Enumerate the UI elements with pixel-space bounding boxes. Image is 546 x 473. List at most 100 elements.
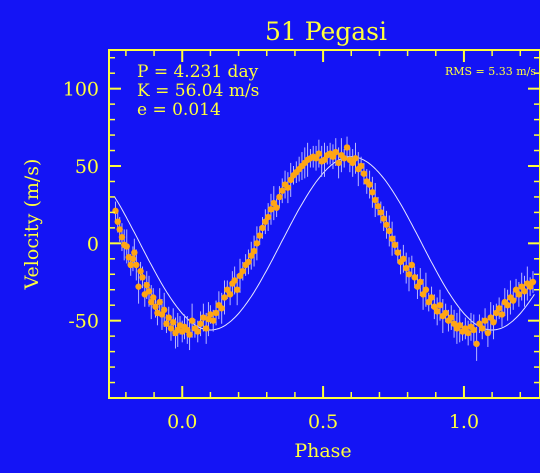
y-tick-label: -50 bbox=[68, 311, 99, 333]
data-point bbox=[197, 320, 204, 327]
data-point bbox=[133, 261, 140, 269]
data-point bbox=[411, 274, 418, 281]
data-point bbox=[493, 309, 500, 317]
y-axis-label: Velocity (m/s) bbox=[21, 159, 43, 291]
data-point bbox=[417, 278, 424, 286]
data-point bbox=[253, 240, 261, 247]
data-point bbox=[408, 261, 416, 269]
data-point bbox=[256, 232, 263, 239]
eccentricity-annotation: e = 0.014 bbox=[137, 100, 221, 120]
data-point bbox=[170, 319, 177, 326]
data-point bbox=[391, 241, 399, 249]
data-point bbox=[374, 203, 382, 210]
data-point bbox=[422, 286, 430, 293]
x-tick-label: 0.0 bbox=[167, 411, 197, 433]
fit-curve bbox=[114, 156, 535, 331]
x-tick-label: 1.0 bbox=[449, 411, 479, 433]
data-point bbox=[450, 320, 458, 327]
fit-curve-layer bbox=[114, 156, 535, 331]
data-point bbox=[245, 258, 252, 266]
data-point bbox=[479, 325, 486, 332]
data-point bbox=[210, 317, 217, 324]
data-point bbox=[163, 320, 170, 327]
data-point bbox=[332, 148, 339, 156]
data-point bbox=[383, 221, 390, 228]
data-point bbox=[270, 199, 277, 207]
data-point bbox=[518, 283, 525, 290]
data-point bbox=[118, 233, 126, 241]
data-point bbox=[137, 267, 144, 275]
data-point bbox=[315, 150, 323, 157]
data-point bbox=[321, 156, 328, 164]
data-point bbox=[442, 309, 449, 317]
data-point bbox=[366, 181, 373, 188]
data-points-layer bbox=[112, 144, 537, 348]
data-point bbox=[224, 286, 231, 293]
data-point bbox=[495, 305, 503, 312]
data-point bbox=[436, 302, 444, 309]
data-point bbox=[231, 277, 238, 284]
chart-title: 51 Pegasi bbox=[265, 17, 387, 46]
data-point bbox=[248, 252, 255, 259]
data-point bbox=[188, 317, 196, 324]
y-tick-label: 100 bbox=[63, 79, 99, 101]
data-point bbox=[481, 317, 489, 324]
data-point bbox=[504, 302, 511, 309]
data-point bbox=[341, 155, 348, 162]
data-point bbox=[464, 329, 472, 337]
data-point bbox=[372, 196, 379, 204]
data-point bbox=[490, 319, 497, 326]
data-point bbox=[221, 294, 228, 301]
data-point bbox=[116, 226, 123, 233]
x-tick-label: 0.5 bbox=[308, 411, 338, 433]
data-point bbox=[487, 314, 494, 321]
amplitude-annotation: K = 56.04 m/s bbox=[137, 81, 259, 101]
data-point bbox=[114, 218, 121, 225]
data-point bbox=[129, 255, 137, 262]
data-point bbox=[167, 325, 175, 332]
x-axis-label: Phase bbox=[294, 440, 351, 462]
data-point bbox=[143, 281, 150, 289]
data-point bbox=[236, 272, 244, 280]
rms-annotation: RMS = 5.33 m/s bbox=[445, 65, 536, 78]
data-point bbox=[218, 305, 225, 312]
data-point bbox=[186, 331, 193, 338]
data-point bbox=[386, 227, 393, 235]
data-point bbox=[414, 283, 421, 290]
data-point bbox=[369, 189, 376, 196]
data-point bbox=[349, 159, 356, 167]
axis-ticks-layer: -50 0 50 100 0.0 0.5 1.0 bbox=[63, 50, 540, 433]
data-point bbox=[202, 325, 210, 332]
data-point bbox=[264, 213, 272, 221]
data-point bbox=[405, 271, 413, 278]
data-point bbox=[473, 340, 480, 348]
data-point bbox=[267, 206, 275, 213]
data-point bbox=[335, 159, 342, 167]
data-point bbox=[226, 291, 234, 298]
data-point bbox=[343, 144, 351, 151]
data-point bbox=[448, 314, 455, 321]
plot-frame bbox=[108, 49, 540, 399]
data-point bbox=[529, 278, 537, 286]
period-annotation: P = 4.231 day bbox=[137, 62, 259, 82]
data-point bbox=[123, 243, 130, 250]
y-tick-label: 50 bbox=[75, 156, 99, 178]
data-point bbox=[152, 303, 159, 310]
data-point bbox=[512, 286, 520, 293]
data-point bbox=[329, 153, 337, 160]
data-point bbox=[431, 303, 438, 310]
data-point bbox=[259, 224, 266, 232]
data-point bbox=[433, 308, 441, 315]
data-point bbox=[135, 283, 142, 290]
data-point bbox=[161, 306, 168, 314]
data-point bbox=[377, 209, 385, 216]
data-point bbox=[419, 291, 427, 298]
data-point bbox=[279, 187, 286, 194]
data-point bbox=[262, 218, 269, 225]
data-point bbox=[233, 286, 241, 293]
y-tick-label: 0 bbox=[87, 233, 99, 255]
data-point bbox=[165, 314, 172, 321]
data-point bbox=[510, 297, 517, 304]
data-point bbox=[456, 322, 463, 329]
data-point bbox=[428, 294, 435, 301]
